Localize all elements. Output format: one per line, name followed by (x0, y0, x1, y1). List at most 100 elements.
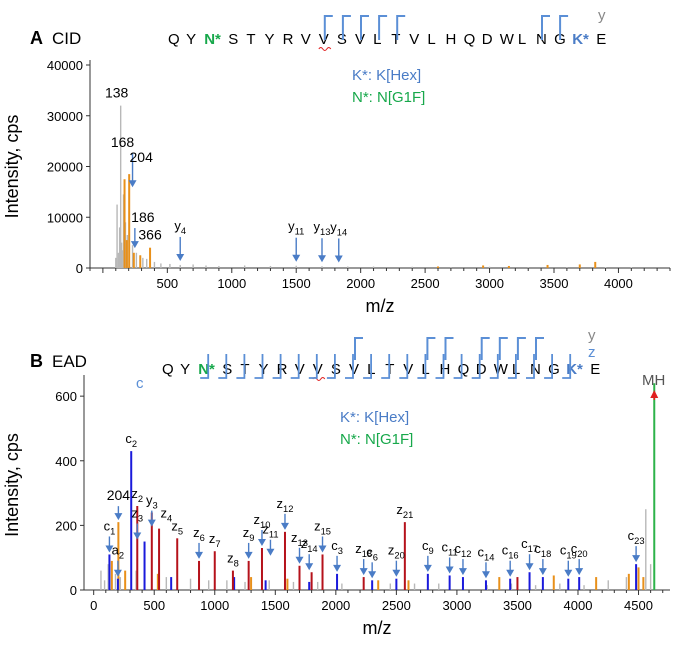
panel-a-x-tick-label: 1500 (282, 276, 311, 291)
z-fragment-bracket (480, 337, 490, 360)
panel-b-ion-label: z2 (131, 486, 143, 504)
c-fragment-bracket (435, 354, 445, 379)
panel-a-y-tick-label: 40000 (47, 58, 83, 73)
sequence-residue: Q (458, 361, 470, 378)
panel-b-x-label: m/z (363, 618, 392, 638)
panel-a-letter: A (30, 28, 43, 48)
panel-b-x-tick-label: 500 (143, 598, 165, 613)
panel-a-y-tick-label: 10000 (47, 210, 83, 225)
y-fragment-bracket (323, 15, 333, 40)
sequence-residue: V (409, 31, 419, 48)
panel-b-ion-label: c9 (422, 538, 434, 556)
panel-a-ion-arrow-head (292, 254, 301, 262)
z-fragment-bracket (516, 337, 526, 360)
sequence-residue: W (500, 31, 515, 48)
panel-b-ion-arrow-head (280, 522, 289, 530)
panel-b-ion-arrow-head (368, 571, 377, 579)
panel-b-ion-arrow-head (295, 556, 304, 564)
c-fragment-bracket (345, 354, 354, 379)
panel-b-ion-label: z18 (355, 541, 372, 559)
panel-a-ion-label: y11 (288, 219, 304, 237)
panel-a-y-series-label: y (598, 7, 606, 24)
sequence-residue: Y (186, 31, 196, 48)
z-fragment-bracket (354, 337, 363, 360)
panel-a-x-tick-label: 2000 (346, 276, 375, 291)
panel-b-x-tick-label: 1000 (200, 598, 229, 613)
panel-b-ion-label: z12 (277, 496, 294, 514)
z-fragment-bracket (535, 337, 544, 360)
panel-b-mz-label: 204 (107, 487, 131, 503)
panel-b-ion-label: c20 (571, 541, 588, 559)
y-fragment-bracket (360, 15, 369, 40)
sequence-residue: V (295, 361, 305, 378)
sequence-residue: E (596, 31, 606, 48)
sequence-residue: R (283, 31, 294, 48)
panel-a-mz-label: 186 (131, 209, 155, 225)
panel-b-ion-label: c2 (125, 431, 137, 449)
panel-a-mz-label: 168 (111, 134, 135, 150)
panel-b-ion-label: c3 (331, 538, 343, 556)
panel-b-ion-arrow-head (392, 569, 401, 577)
y-fragment-bracket (378, 15, 388, 40)
panel-b-ion-label: z6 (193, 525, 205, 543)
panel-b-x-tick-label: 4000 (564, 598, 593, 613)
panel-b-ion-label: z9 (243, 525, 255, 543)
y-fragment-bracket (341, 15, 351, 40)
panel-b-ion-arrow-head (147, 519, 156, 527)
sequence-residue: V (301, 31, 311, 48)
panel-b-y-tick-label: 400 (55, 454, 77, 469)
panel-b-ion-arrow-head (333, 564, 342, 572)
c-fragment-bracket (290, 354, 300, 379)
panel-b-ion-label: z13 (291, 530, 308, 548)
panel-b-ion-label: c1 (104, 518, 116, 536)
panel-a-mz-label: 138 (105, 85, 129, 101)
panel-b-ion-label: z20 (388, 543, 405, 561)
precursor-label: MH (642, 372, 665, 389)
sequence-residue: S (228, 31, 238, 48)
sequence-residue: Q (162, 361, 174, 378)
c-fragment-bracket (507, 354, 517, 379)
panel-a-y-tick-label: 20000 (47, 160, 83, 175)
panel-a-y-tick-label: 0 (76, 261, 83, 276)
panel-b-ion-label: c23 (628, 528, 645, 546)
panel-b-ion-label: z11 (262, 522, 278, 540)
panel-a-title: CID (52, 29, 81, 48)
z-fragment-bracket (426, 337, 436, 360)
panel-b-y-tick-label: 0 (70, 583, 77, 598)
sequence-residue: D (482, 31, 493, 48)
panel-b-ion-label: y3 (146, 493, 158, 511)
c-fragment-bracket (254, 354, 264, 379)
panel-b-ion-arrow-head (113, 569, 122, 577)
panel-b-ion-arrow-head (445, 566, 454, 574)
c-fragment-bracket (218, 354, 228, 379)
panel-b-ion-label: c16 (502, 543, 519, 561)
panel-b-ion-arrow-head (318, 545, 327, 553)
panel-a-mz-label: 366 (138, 227, 162, 243)
sequence-residue: Y (259, 361, 269, 378)
c-fragment-bracket (417, 354, 427, 379)
panel-a-mz-arrow-head (130, 241, 139, 249)
panel-b-x-tick-label: 0 (90, 598, 97, 613)
sequence-residue: G (548, 361, 560, 378)
panel-a-x-label: m/z (366, 296, 395, 316)
c-fragment-bracket (200, 354, 210, 379)
panel-b-ion-arrow-head (266, 548, 275, 556)
panel-b-x-tick-label: 3000 (442, 598, 471, 613)
panel-b-ion-arrow-head (359, 568, 368, 576)
panel-b-ion-label: c19 (560, 543, 577, 561)
panel-b-ion-label: c18 (534, 541, 551, 559)
panel-b-ion-arrow-head (305, 563, 314, 571)
panel-b-ion-label: c14 (478, 544, 495, 562)
c-fragment-bracket (526, 354, 535, 379)
sequence-residue: W (494, 361, 509, 378)
c-fragment-bracket (363, 354, 372, 379)
panel-a-legend-k: K*: K[Hex] (352, 67, 421, 84)
panel-b-x-tick-label: 3500 (503, 598, 532, 613)
panel-a-ion-arrow-head (318, 255, 326, 263)
panel-a-x-tick-label: 3500 (540, 276, 569, 291)
sequence-residue: H (440, 361, 451, 378)
panel-b-ion-arrow-head (481, 571, 490, 579)
panel-b-ion-arrow-head (506, 569, 515, 577)
sequence-residue: L (373, 31, 381, 48)
